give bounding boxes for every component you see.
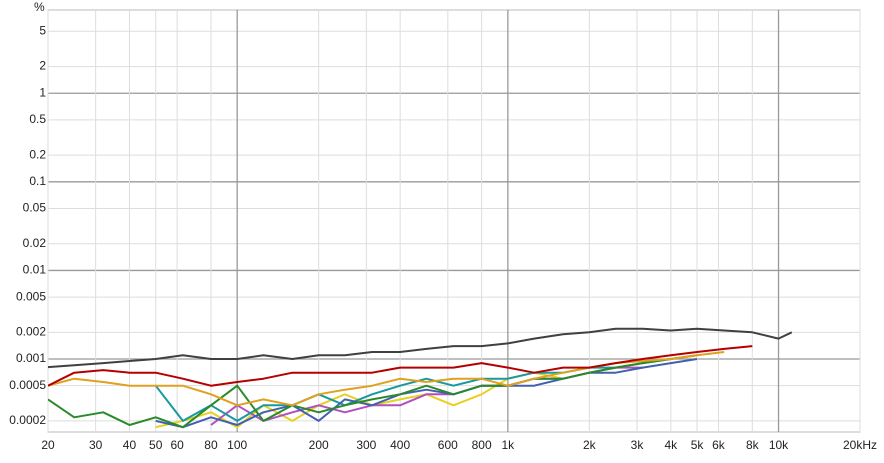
series-line xyxy=(48,327,793,369)
y-tick-label: 0.0002 xyxy=(9,413,46,427)
y-tick-label: 0.001 xyxy=(16,351,46,365)
x-tick-label: 600 xyxy=(438,438,458,452)
series-line xyxy=(155,358,698,429)
x-tick-label: 400 xyxy=(390,438,410,452)
y-tick-label: 0.5 xyxy=(29,112,46,126)
series-line xyxy=(48,345,753,387)
y-tick-label: 0.1 xyxy=(29,174,46,188)
y-tick-label: 0.005 xyxy=(16,289,46,303)
y-tick-label: 0.2 xyxy=(29,147,46,161)
y-tick-label: 0.002 xyxy=(16,325,46,339)
y-tick-label: 0.02 xyxy=(23,236,47,250)
x-tick-label: 10k xyxy=(769,438,789,452)
x-tick-label: 800 xyxy=(472,438,492,452)
series-line xyxy=(48,354,698,429)
x-tick-label: 20 xyxy=(41,438,55,452)
x-tick-label: 4k xyxy=(664,438,678,452)
y-tick-label: 2 xyxy=(39,59,46,73)
x-tick-label: 3k xyxy=(631,438,645,452)
y-tick-label: 1 xyxy=(39,85,46,99)
x-tick-label: 1k xyxy=(502,438,516,452)
x-tick-label: 6k xyxy=(712,438,726,452)
y-tick-label: 0.01 xyxy=(23,263,47,277)
x-tick-label: 300 xyxy=(356,438,376,452)
x-tick-label: 2k xyxy=(583,438,597,452)
x-tick-label: 5k xyxy=(691,438,705,452)
x-tick-label: 60 xyxy=(170,438,184,452)
y-axis-unit: % xyxy=(34,0,45,14)
x-tick-label: 30 xyxy=(89,438,103,452)
x-tick-label: 8k xyxy=(746,438,760,452)
x-tick-label: 80 xyxy=(204,438,218,452)
x-tick-label: 200 xyxy=(309,438,329,452)
y-tick-label: 0.05 xyxy=(23,201,47,215)
y-tick-label: 5 xyxy=(39,23,46,37)
x-tick-label: 100 xyxy=(227,438,247,452)
x-tick-label: 40 xyxy=(123,438,137,452)
x-tick-label: 20kHz xyxy=(843,438,877,452)
plot-area xyxy=(47,9,861,433)
y-tick-label: 0.0005 xyxy=(9,378,46,392)
x-tick-label: 50 xyxy=(149,438,163,452)
